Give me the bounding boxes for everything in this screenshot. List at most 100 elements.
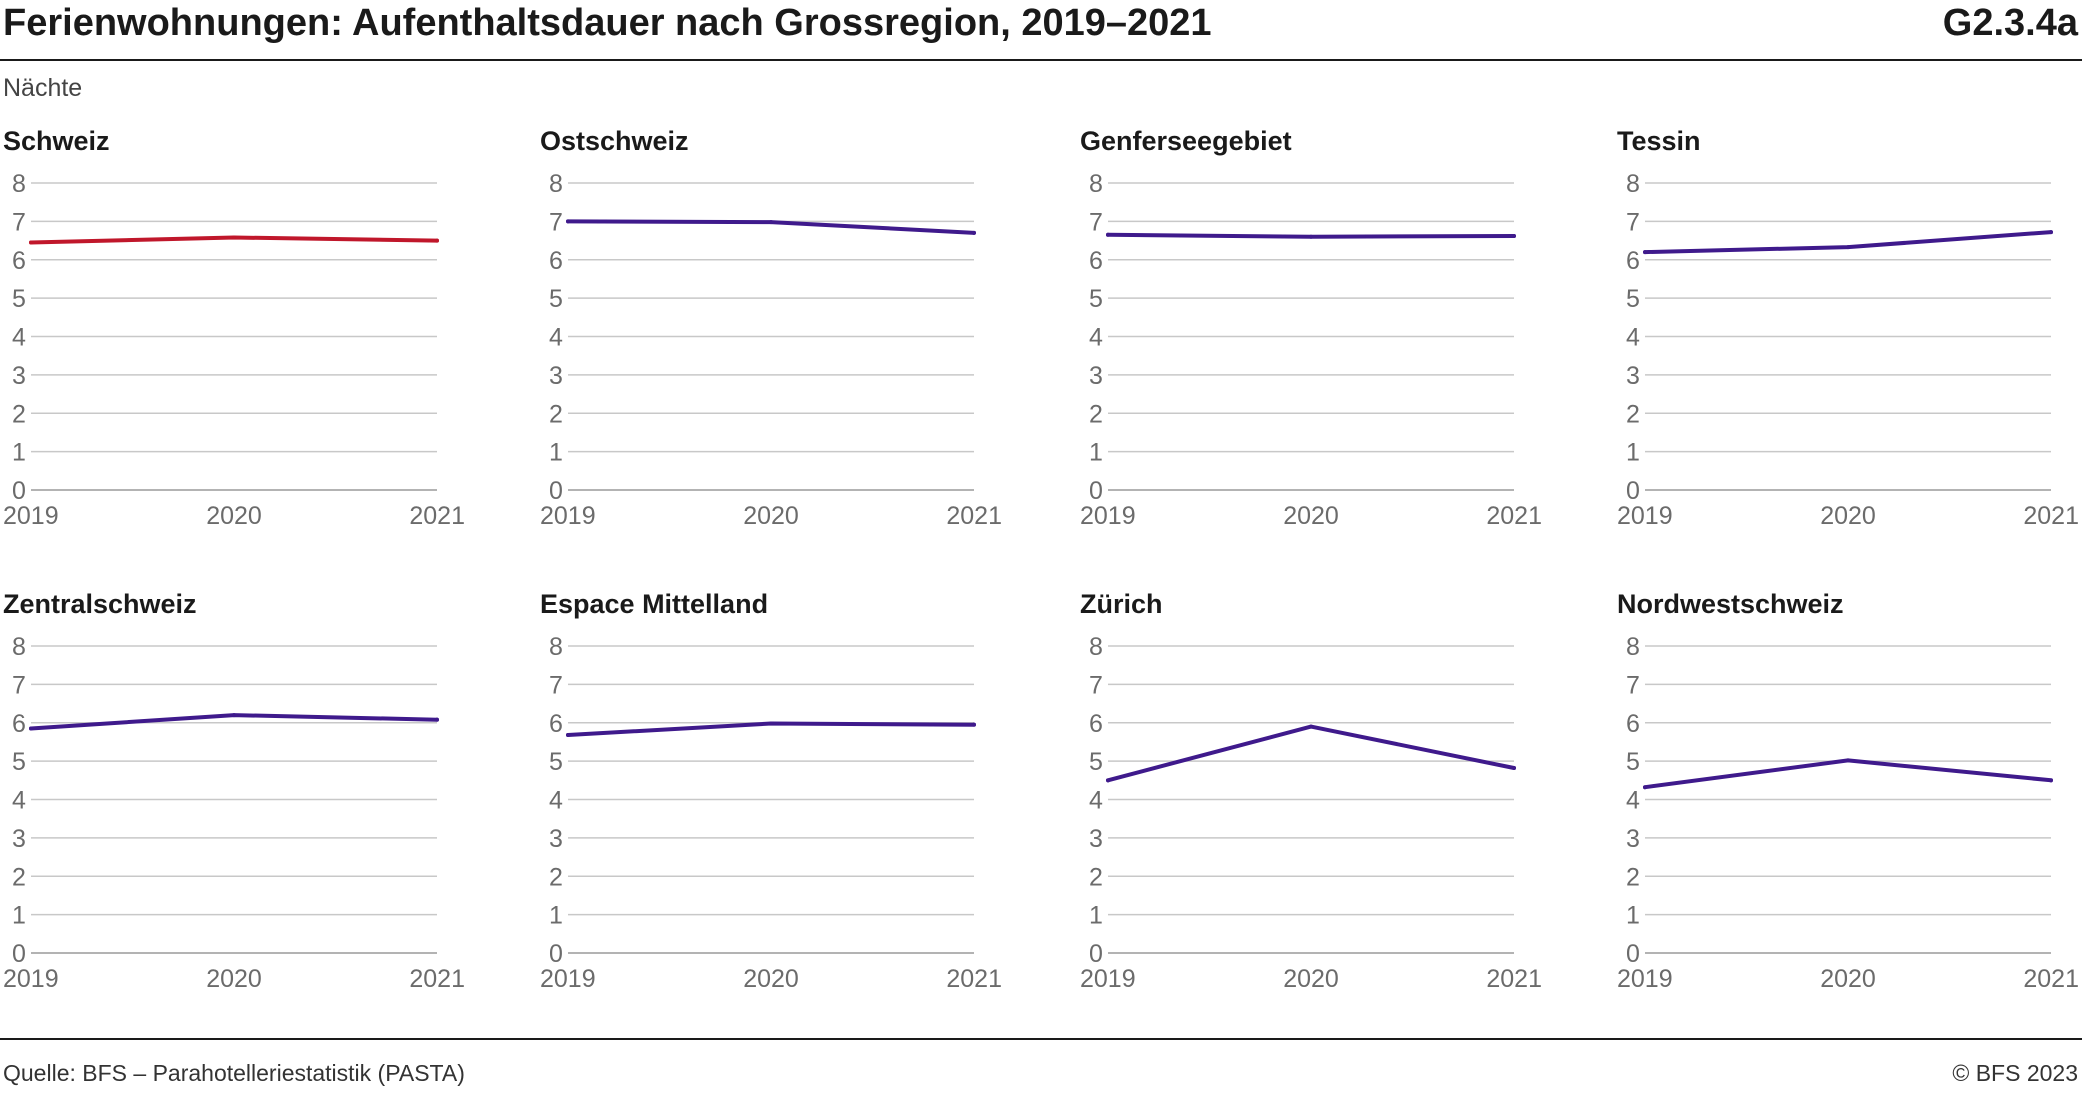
x-tick-label: 2019 bbox=[1080, 965, 1136, 993]
panel-title: Genferseegebiet bbox=[1080, 126, 1292, 156]
y-tick-label: 6 bbox=[1089, 247, 1103, 275]
x-tick-label: 2021 bbox=[2023, 502, 2079, 530]
y-tick-label: 5 bbox=[12, 285, 26, 313]
y-tick-label: 0 bbox=[549, 477, 563, 505]
y-tick-label: 1 bbox=[549, 902, 563, 930]
y-tick-label: 5 bbox=[12, 748, 26, 776]
y-tick-label: 2 bbox=[12, 400, 26, 428]
y-tick-label: 0 bbox=[12, 477, 26, 505]
y-tick-label: 4 bbox=[1626, 787, 1640, 815]
y-tick-label: 4 bbox=[12, 787, 26, 815]
data-point bbox=[232, 235, 236, 240]
series-line bbox=[29, 713, 439, 731]
data-point bbox=[1846, 758, 1850, 763]
x-tick-label: 2020 bbox=[1820, 965, 1876, 993]
panel-title: Schweiz bbox=[3, 126, 110, 156]
y-tick-label: 1 bbox=[1089, 439, 1103, 467]
y-tick-label: 5 bbox=[1089, 285, 1103, 313]
unit-label: Nächte bbox=[3, 74, 83, 102]
x-tick-label: 2019 bbox=[1617, 502, 1673, 530]
chart-panel: Nordwestschweiz 0 1 2 3 4 5 6 7 8 2019 2020 2021 bbox=[1617, 589, 2079, 993]
data-point bbox=[435, 238, 439, 243]
y-tick-label: 2 bbox=[549, 400, 563, 428]
y-tick-label: 2 bbox=[1089, 863, 1103, 891]
x-tick-label: 2019 bbox=[3, 965, 59, 993]
y-tick-label: 5 bbox=[549, 748, 563, 776]
data-point bbox=[1309, 724, 1313, 729]
y-tick-label: 8 bbox=[549, 633, 563, 661]
x-tick-label: 2020 bbox=[1820, 502, 1876, 530]
data-point bbox=[1643, 785, 1647, 790]
y-tick-label: 3 bbox=[549, 825, 563, 853]
y-tick-label: 8 bbox=[1626, 170, 1640, 198]
panel-title: Tessin bbox=[1617, 126, 1701, 156]
y-tick-label: 4 bbox=[1626, 324, 1640, 352]
y-tick-label: 4 bbox=[549, 787, 563, 815]
data-point bbox=[566, 733, 570, 738]
x-tick-label: 2021 bbox=[409, 502, 465, 530]
data-point bbox=[1106, 232, 1110, 237]
chart-panel: Tessin 0 1 2 3 4 5 6 7 8 2019 2020 2021 bbox=[1617, 126, 2079, 530]
y-tick-label: 6 bbox=[1089, 710, 1103, 738]
data-point bbox=[972, 722, 976, 727]
data-point bbox=[1512, 233, 1516, 238]
y-tick-label: 1 bbox=[549, 439, 563, 467]
y-tick-label: 2 bbox=[549, 863, 563, 891]
y-tick-label: 5 bbox=[1089, 748, 1103, 776]
y-tick-label: 6 bbox=[12, 710, 26, 738]
y-tick-label: 8 bbox=[12, 633, 26, 661]
panel-title: Zentralschweiz bbox=[3, 589, 197, 619]
y-tick-label: 0 bbox=[1089, 940, 1103, 968]
data-point bbox=[435, 717, 439, 722]
source-note: Quelle: BFS – Parahotelleriestatistik (P… bbox=[3, 1060, 465, 1086]
data-point bbox=[29, 726, 33, 731]
x-tick-label: 2019 bbox=[540, 965, 596, 993]
chart-panel: Schweiz 0 1 2 3 4 5 6 7 8 2019 2020 2021 bbox=[3, 126, 465, 530]
x-tick-label: 2021 bbox=[2023, 965, 2079, 993]
x-tick-label: 2019 bbox=[1080, 502, 1136, 530]
y-tick-label: 1 bbox=[1626, 439, 1640, 467]
x-tick-label: 2020 bbox=[743, 502, 799, 530]
y-tick-label: 8 bbox=[12, 170, 26, 198]
data-point bbox=[1512, 766, 1516, 771]
chart-panel: Genferseegebiet 0 1 2 3 4 5 6 7 8 2019 2020 2021 bbox=[1080, 126, 1542, 530]
y-tick-label: 1 bbox=[12, 902, 26, 930]
panel-title: Nordwestschweiz bbox=[1617, 589, 1844, 619]
y-tick-label: 8 bbox=[549, 170, 563, 198]
data-point bbox=[1643, 250, 1647, 255]
y-tick-label: 3 bbox=[549, 362, 563, 390]
x-tick-label: 2019 bbox=[1617, 965, 1673, 993]
y-tick-label: 5 bbox=[549, 285, 563, 313]
x-tick-label: 2019 bbox=[540, 502, 596, 530]
series-line bbox=[1643, 758, 2053, 790]
y-tick-label: 3 bbox=[1089, 362, 1103, 390]
y-tick-label: 1 bbox=[12, 439, 26, 467]
y-tick-label: 7 bbox=[1089, 208, 1103, 236]
x-tick-label: 2020 bbox=[206, 965, 262, 993]
y-tick-label: 8 bbox=[1089, 170, 1103, 198]
y-tick-label: 4 bbox=[549, 324, 563, 352]
y-tick-label: 8 bbox=[1089, 633, 1103, 661]
y-tick-label: 2 bbox=[1626, 863, 1640, 891]
y-tick-label: 4 bbox=[12, 324, 26, 352]
data-point bbox=[1106, 778, 1110, 783]
y-tick-label: 2 bbox=[12, 863, 26, 891]
bottom-divider bbox=[0, 1038, 2082, 1040]
y-tick-label: 5 bbox=[1626, 748, 1640, 776]
y-tick-label: 6 bbox=[549, 247, 563, 275]
y-tick-label: 6 bbox=[549, 710, 563, 738]
x-tick-label: 2020 bbox=[1283, 502, 1339, 530]
chart-panel: Espace Mittelland 0 1 2 3 4 5 6 7 8 2019 2020 2021 bbox=[540, 589, 1002, 993]
y-tick-label: 8 bbox=[1626, 633, 1640, 661]
y-tick-label: 7 bbox=[1626, 671, 1640, 699]
y-tick-label: 7 bbox=[549, 671, 563, 699]
y-tick-label: 0 bbox=[1089, 477, 1103, 505]
x-tick-label: 2020 bbox=[743, 965, 799, 993]
y-tick-label: 3 bbox=[12, 362, 26, 390]
series-line bbox=[1106, 724, 1516, 783]
y-tick-label: 6 bbox=[12, 247, 26, 275]
data-point bbox=[769, 721, 773, 726]
y-tick-label: 5 bbox=[1626, 285, 1640, 313]
y-tick-label: 2 bbox=[1626, 400, 1640, 428]
